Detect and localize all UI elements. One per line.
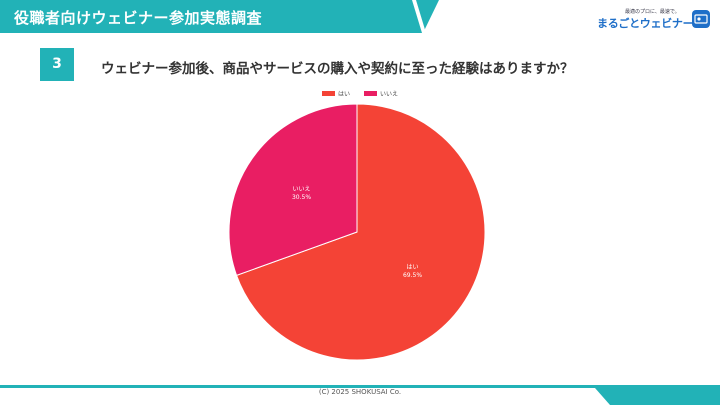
pie-label-percent-0: 69.5% [403, 272, 422, 279]
question-text: ウェビナー参加後、商品やサービスの購入や契約に至った経験はありますか？ [101, 61, 574, 77]
legend-swatch-1 [364, 91, 377, 96]
pie-slices [228, 103, 486, 361]
pie-label-name-0: はい [406, 264, 418, 271]
legend-label-0: はい [338, 91, 350, 98]
pie-label-percent-1: 30.5% [292, 194, 311, 201]
footer-white-band [0, 388, 610, 405]
copyright-text: (C) 2025 SHOKUSAI Co. [318, 388, 402, 396]
header-logo-area [423, 0, 720, 33]
header-bar: 役職者向けウェビナー参加実態調査 最適のプロに、最速で。 まるごとウェビナー [0, 0, 720, 33]
logo-name: まるごとウェビナー [597, 17, 694, 30]
legend-label-1: いいえ [380, 91, 398, 98]
brand-logo: 最適のプロに、最速で。 まるごとウェビナー [597, 8, 712, 30]
pie-slice-1 [228, 103, 358, 276]
question-number-badge: 3 [40, 48, 74, 81]
logo-icon [692, 10, 710, 28]
pie-slice-0 [235, 103, 486, 361]
chart-legend: はい いいえ [322, 91, 398, 98]
logo-tagline: 最適のプロに、最速で。 [625, 9, 680, 15]
legend-swatch-0 [322, 91, 335, 96]
page-title: 役職者向けウェビナー参加実態調査 [14, 9, 263, 27]
pie-label-name-1: いいえ [292, 186, 310, 193]
